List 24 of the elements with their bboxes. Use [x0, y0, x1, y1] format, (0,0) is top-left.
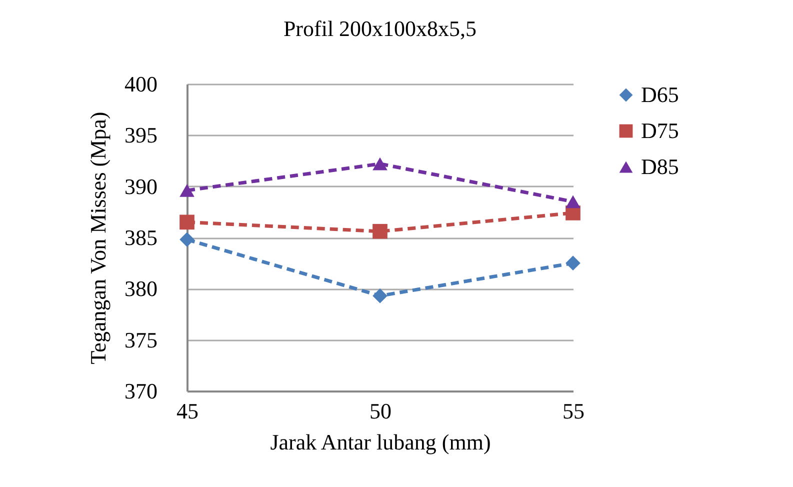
y-axis-title: Tegangan Von Misses (Mpa) — [86, 112, 110, 364]
y-tick-label: 385 — [124, 225, 158, 250]
y-tick-label: 380 — [124, 276, 158, 302]
point — [372, 157, 388, 170]
x-tick-label: 50 — [370, 398, 392, 424]
point — [180, 184, 194, 197]
y-tick-label: 395 — [124, 122, 158, 148]
y-tick-label: 375 — [124, 327, 158, 352]
legend-label: D75 — [641, 118, 679, 143]
point — [180, 232, 194, 247]
point — [180, 214, 194, 230]
legend-label: D85 — [641, 154, 679, 179]
point — [372, 224, 388, 239]
x-axis-title: Jarak Antar lubang (mm) — [270, 430, 491, 454]
x-tick-label: 45 — [176, 398, 198, 424]
y-tick-label: 370 — [124, 378, 158, 404]
legend-label: D65 — [641, 82, 679, 107]
point — [372, 288, 388, 304]
x-tick-label: 55 — [562, 398, 584, 424]
y-tick-label: 400 — [124, 72, 158, 96]
y-tick-label: 390 — [124, 174, 158, 199]
point — [566, 256, 580, 270]
point — [566, 195, 580, 208]
chart-title: Profil 200x100x8x5,5 — [283, 16, 477, 41]
